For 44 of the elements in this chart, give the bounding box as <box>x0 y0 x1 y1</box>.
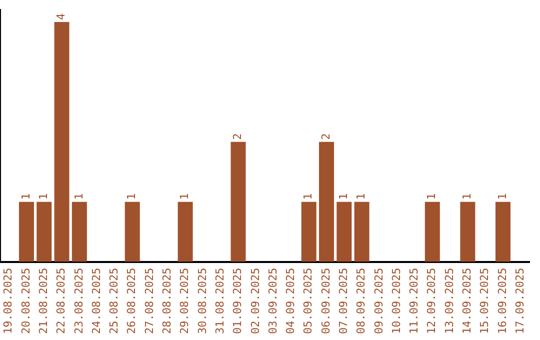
data-label: 2 <box>231 133 244 140</box>
x-tick-label: 15.09.2025 <box>478 268 492 334</box>
x-tick-label: 24.08.2025 <box>90 268 103 334</box>
x-tick-label: 31.08.2025 <box>213 268 226 334</box>
x-tick-label: 01.09.2025 <box>231 268 244 334</box>
x-tick-label: 29.08.2025 <box>178 268 192 334</box>
x-tick-label: 21.08.2025 <box>36 268 50 334</box>
x-tick-label: 22.08.2025 <box>54 268 68 334</box>
x-tick-label: 07.09.2025 <box>337 268 350 334</box>
x-tick-label: 05.09.2025 <box>302 268 315 334</box>
data-label: 4 <box>54 12 68 20</box>
data-label: 1 <box>425 193 438 200</box>
x-tick-label: 10.09.2025 <box>390 268 403 334</box>
data-label: 1 <box>36 193 50 200</box>
x-tick-label: 08.09.2025 <box>354 268 368 334</box>
x-tick-label: 12.09.2025 <box>425 268 438 334</box>
data-label: 1 <box>460 193 474 200</box>
x-tick-label: 27.08.2025 <box>142 268 156 334</box>
x-tick-label: 23.08.2025 <box>72 268 86 334</box>
x-tick-label: 06.09.2025 <box>319 268 332 334</box>
x-tick-label: 13.09.2025 <box>442 268 456 334</box>
data-label: 1 <box>337 193 350 200</box>
data-label: 1 <box>19 193 32 200</box>
x-tick-label: 14.09.2025 <box>460 268 474 334</box>
x-tick-label: 11.09.2025 <box>408 268 421 334</box>
x-tick-label: 03.09.2025 <box>266 268 280 334</box>
x-tick-label: 02.09.2025 <box>248 268 262 334</box>
data-label: 1 <box>125 193 138 200</box>
x-tick-label: 20.08.2025 <box>19 268 32 334</box>
data-label: 1 <box>302 193 315 200</box>
x-tick-label: 17.09.2025 <box>513 268 526 334</box>
data-label: 2 <box>319 133 332 140</box>
data-label: 1 <box>178 193 192 200</box>
x-tick-label: 09.09.2025 <box>372 268 386 334</box>
data-label: 1 <box>496 193 509 200</box>
x-tick-label: 28.08.2025 <box>160 268 174 334</box>
x-tick-label: 04.09.2025 <box>284 268 298 334</box>
x-tick-label: 30.08.2025 <box>196 268 209 334</box>
data-label: 1 <box>354 193 368 200</box>
x-tick-label: 16.09.2025 <box>496 268 509 334</box>
x-tick-label: 26.08.2025 <box>125 268 138 334</box>
x-tick-label: 25.08.2025 <box>108 268 121 334</box>
x-tick-label: 19.08.2025 <box>2 268 15 334</box>
data-label: 1 <box>72 193 86 200</box>
